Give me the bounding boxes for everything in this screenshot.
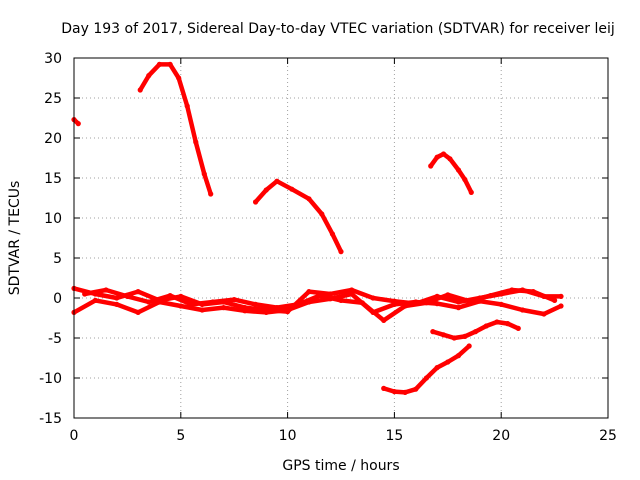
series-segment — [370, 295, 397, 304]
series-segment — [184, 103, 199, 145]
series-segment — [330, 231, 344, 254]
series-segment — [93, 291, 119, 301]
data-point — [208, 191, 214, 197]
series-segment — [242, 305, 269, 313]
series-segment — [167, 293, 194, 307]
y-tick-label: -5 — [48, 331, 62, 347]
series-segment — [178, 303, 205, 313]
data-point — [558, 303, 564, 309]
series-segment — [176, 75, 190, 109]
series-segment — [424, 292, 451, 306]
series-segment — [82, 287, 109, 297]
y-tick-label: -15 — [39, 411, 62, 427]
series-arc-e — [381, 343, 472, 395]
series-segment — [253, 187, 269, 205]
series-segment — [360, 300, 386, 323]
series-segment — [434, 301, 461, 310]
series-arc-f — [430, 319, 521, 341]
series-segment — [193, 139, 207, 177]
series-segment — [317, 293, 344, 303]
x-tick-label: 20 — [492, 428, 510, 444]
series-segment — [221, 299, 248, 310]
data-point — [466, 343, 472, 349]
x-tick-label: 25 — [599, 428, 617, 444]
series-segment — [520, 307, 547, 317]
x-axis-label: GPS time / hours — [282, 458, 399, 474]
x-tick-label: 15 — [385, 428, 403, 444]
series-segment — [306, 196, 325, 217]
series-segment — [328, 287, 354, 297]
series-segment — [338, 298, 365, 306]
plot-frame — [73, 57, 609, 419]
series-band-3 — [82, 287, 558, 323]
series-segment — [103, 287, 130, 299]
series-segment — [157, 299, 184, 309]
series-segment — [402, 300, 429, 309]
y-tick-label: 10 — [44, 211, 62, 227]
series-segment — [125, 294, 152, 305]
series-segment — [202, 171, 213, 197]
series-segment — [498, 302, 525, 313]
series-segment — [477, 298, 504, 307]
data-layer — [71, 61, 564, 395]
series-segment — [146, 293, 173, 305]
y-tick-label: 30 — [44, 51, 62, 67]
series-segment — [296, 293, 322, 307]
y-tick-label: 0 — [53, 291, 62, 307]
series-arc-b — [137, 61, 214, 197]
series-segment — [392, 299, 419, 307]
series-segment — [509, 287, 536, 294]
series-segment — [231, 297, 258, 307]
y-tick-label: 5 — [53, 251, 62, 267]
series-segment — [114, 302, 141, 315]
series-segment — [274, 302, 301, 310]
series-segment — [289, 186, 312, 202]
chart-title: Day 193 of 2017, Sidereal Day-to-day VTE… — [61, 21, 615, 37]
data-point — [338, 249, 344, 255]
series-segment — [488, 287, 515, 298]
series-segment — [381, 303, 408, 323]
series-segment — [319, 211, 335, 237]
series-segment — [210, 297, 237, 305]
series-segment — [263, 307, 290, 315]
data-point — [468, 189, 474, 195]
data-point — [75, 121, 81, 127]
series-segment — [541, 303, 564, 317]
series-segment — [466, 293, 493, 304]
series-segment — [274, 178, 295, 192]
grid-layer — [74, 58, 608, 418]
series-arc-a — [71, 117, 81, 127]
series-segment — [137, 73, 152, 93]
x-tick-label: 5 — [176, 428, 185, 444]
series-segment — [242, 308, 269, 315]
series-segment — [135, 299, 162, 315]
series-segment — [253, 302, 280, 310]
series-arc-d — [428, 151, 474, 195]
series-segment — [167, 62, 181, 81]
series-segment — [71, 298, 98, 315]
series-segment — [93, 298, 119, 307]
data-point — [558, 293, 564, 299]
data-point — [515, 325, 521, 331]
y-tick-label: 20 — [44, 131, 62, 147]
series-segment — [349, 287, 376, 301]
series-segment — [370, 302, 397, 315]
data-point — [552, 297, 558, 303]
y-axis-label: SDTVAR / TECUs — [7, 181, 23, 296]
series-segment — [221, 305, 248, 314]
y-tick-label: -10 — [39, 371, 62, 387]
x-tick-label: 0 — [70, 428, 79, 444]
x-tick-label: 10 — [279, 428, 297, 444]
series-segment — [530, 289, 557, 303]
series-segment — [199, 305, 226, 313]
series-segment — [456, 298, 483, 310]
y-tick-label: 25 — [44, 91, 62, 107]
series-arc-c — [252, 178, 344, 255]
series-segment — [445, 292, 472, 304]
tick-layer: 0 5 10 15 20 25 -15 -10 -5 0 5 10 15 20 25 30 — [39, 51, 617, 444]
series-segment — [189, 299, 216, 307]
series-segment — [306, 289, 333, 297]
y-tick-label: 15 — [44, 171, 62, 187]
